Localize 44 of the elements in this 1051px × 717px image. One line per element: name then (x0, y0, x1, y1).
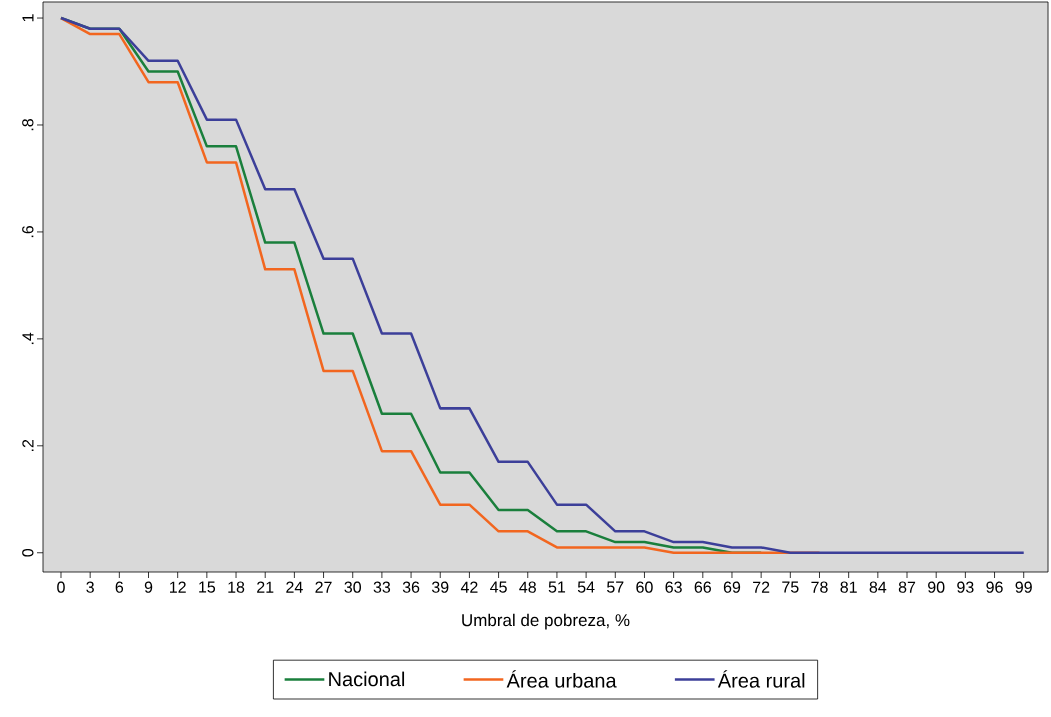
x-tick-label: 30 (344, 581, 361, 593)
x-tick-label: 93 (957, 581, 974, 593)
x-tick-label: 99 (1015, 581, 1032, 593)
x-tick-label: 69 (723, 581, 741, 593)
x-tick-label: 45 (490, 581, 507, 593)
x-tick-label: 21 (257, 581, 274, 593)
y-tick-label: 1 (22, 14, 34, 22)
y-tick-label: .8 (22, 119, 34, 131)
x-tick-label: 18 (228, 581, 245, 593)
y-tick-label: .4 (22, 332, 34, 345)
x-tick-label: 84 (869, 581, 887, 593)
x-tick-label: 36 (402, 581, 420, 593)
x-axis-title: Umbral de pobreza, % (462, 613, 630, 630)
x-tick-label: 48 (519, 581, 536, 593)
x-tick-label: 12 (170, 581, 186, 593)
x-tick-label: 9 (144, 581, 153, 593)
x-tick-label: 33 (373, 581, 391, 593)
legend-label: Área rural (717, 670, 805, 688)
x-tick-label: 51 (548, 581, 566, 593)
x-tick-label: 57 (607, 581, 624, 593)
legend-label: Nacional (329, 671, 405, 687)
x-tick-label: 6 (115, 581, 124, 593)
legend-label: Área urbana (506, 670, 617, 688)
x-tick-label: 42 (460, 581, 478, 593)
x-tick-label: 90 (928, 581, 945, 593)
x-tick-label: 72 (753, 581, 770, 593)
x-tick-label: 27 (315, 581, 332, 593)
x-tick-label: 81 (840, 581, 857, 593)
x-tick-label: 96 (986, 581, 1003, 593)
x-tick-label: 63 (665, 581, 682, 593)
x-tick-label: 66 (694, 581, 711, 593)
x-tick-label: 75 (782, 581, 799, 593)
y-tick-label: .6 (22, 225, 34, 238)
x-tick-label: 15 (199, 581, 216, 593)
x-tick-label: 60 (636, 581, 653, 593)
x-tick-label: 24 (286, 581, 303, 593)
x-tick-label: 39 (431, 581, 449, 593)
x-tick-label: 3 (86, 581, 94, 593)
x-tick-label: 87 (898, 581, 916, 593)
x-tick-label: 54 (577, 581, 595, 593)
x-tick-label: 78 (811, 581, 828, 593)
y-tick-label: 0 (22, 548, 34, 557)
x-tick-label: 0 (57, 581, 65, 593)
y-tick-label: .2 (22, 439, 34, 452)
